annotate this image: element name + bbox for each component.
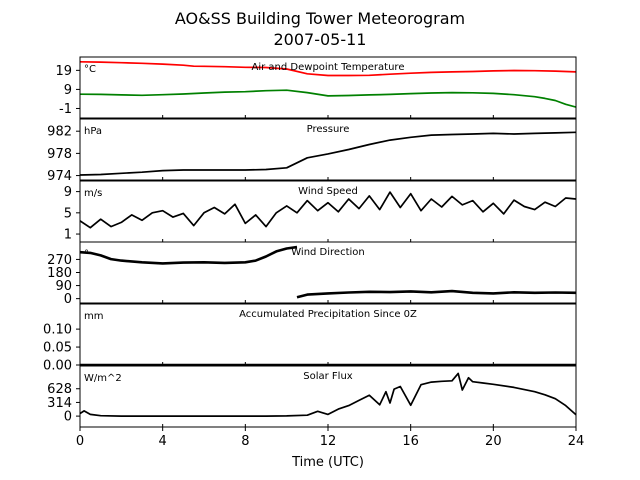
- series-line-wdir-1: [296, 289, 576, 299]
- chart-title-line2: 2007-05-11: [274, 30, 367, 49]
- unit-label-precip: mm: [84, 311, 103, 322]
- x-tick-label-4: 16: [402, 434, 419, 449]
- panel-precip: 0.10 0.05 0.00 mm Accumulated Precipitation …: [43, 303, 577, 374]
- y-tick-label-wspd-0: 9: [64, 185, 72, 200]
- x-tick-label-2: 8: [241, 434, 249, 449]
- series-line-pres-0: [80, 131, 576, 176]
- unit-label-pres: hPa: [84, 126, 102, 137]
- x-tick-label-0: 0: [76, 434, 84, 449]
- y-tick-label-wspd-2: 1: [64, 228, 72, 243]
- y-tick-label-solar-0: 628: [47, 382, 72, 397]
- panel-title-precip: Accumulated Precipitation Since 0Z: [239, 309, 417, 320]
- y-tick-label-pres-0: 982: [47, 125, 72, 140]
- x-axis-label: Time (UTC): [291, 455, 364, 470]
- y-tick-label-temp-0: 19: [55, 64, 72, 79]
- panel-title-wdir: Wind Direction: [291, 247, 365, 258]
- y-tick-label-wdir-3: 0: [64, 292, 72, 307]
- panel-title-wspd: Wind Speed: [298, 186, 358, 197]
- panel-wspd: 9 5 1 m/s Wind Speed: [64, 180, 577, 243]
- y-tick-label-wdir-1: 180: [47, 266, 72, 281]
- y-tick-label-precip-0: 0.10: [43, 323, 72, 338]
- series-line-temp-1: [80, 89, 576, 108]
- y-tick-label-temp-1: 9: [64, 83, 72, 98]
- y-tick-label-solar-2: 0: [64, 410, 72, 425]
- y-tick-label-pres-2: 974: [47, 169, 72, 184]
- y-tick-label-precip-2: 0.00: [43, 359, 72, 374]
- unit-label-solar: W/m^2: [84, 373, 122, 384]
- panel-title-temp: Air and Dewpoint Temperature: [252, 62, 405, 73]
- y-tick-label-precip-1: 0.05: [43, 341, 72, 356]
- series-line-solar-0: [80, 372, 576, 417]
- panel-title-pres: Pressure: [307, 124, 350, 135]
- series-line-wspd-0: [80, 191, 576, 229]
- x-tick-label-3: 12: [320, 434, 337, 449]
- panel-temp: 19 9 -1 °C Air and Dewpoint Temperature: [55, 56, 577, 119]
- y-tick-label-wspd-1: 5: [64, 206, 72, 221]
- y-tick-label-pres-1: 978: [47, 147, 72, 162]
- unit-label-wdir: °: [84, 249, 89, 260]
- unit-label-temp: °C: [84, 64, 96, 75]
- panels-group: 199-1°C Air and Dewpoint Temperature98297…: [43, 56, 577, 428]
- panel-title-solar: Solar Flux: [303, 371, 353, 382]
- y-tick-label-wdir-2: 90: [55, 279, 72, 294]
- y-tick-label-wdir-0: 270: [47, 253, 72, 268]
- x-tick-label-5: 20: [485, 434, 502, 449]
- x-tick-label-1: 4: [159, 434, 167, 449]
- x-axis: 0 4 8 12 16 20 24: [76, 427, 584, 449]
- panel-pres: 982 978 974 hPa Pressure: [47, 118, 577, 184]
- y-tick-label-solar-1: 314: [47, 396, 72, 411]
- x-tick-label-6: 24: [568, 434, 585, 449]
- chart-title-line1: AO&SS Building Tower Meteorogram: [175, 9, 465, 28]
- y-tick-label-temp-2: -1: [59, 102, 72, 117]
- series-line-temp-0: [80, 60, 576, 77]
- unit-label-wspd: m/s: [84, 188, 102, 199]
- series-line-wdir-0: [80, 245, 298, 265]
